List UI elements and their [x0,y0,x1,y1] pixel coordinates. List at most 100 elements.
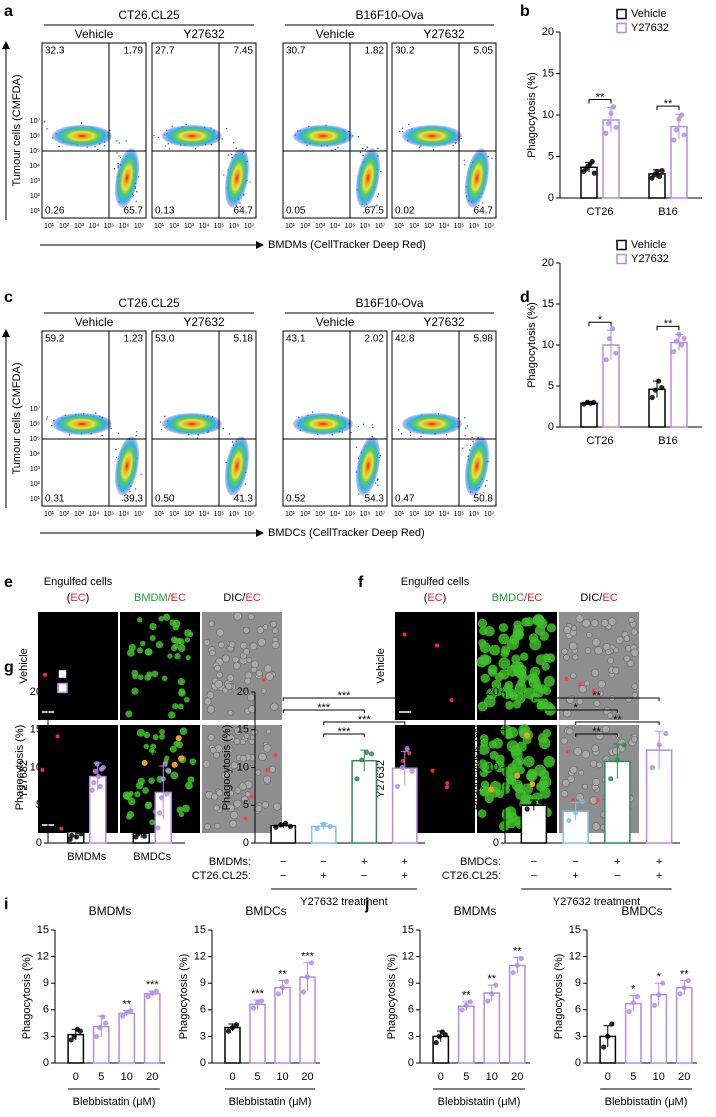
header-segment: DIC/ [580,592,603,604]
group-header: CT26.CL25 [118,296,180,310]
y-tick-label: 0 [43,1057,49,1069]
event-dot [51,424,53,427]
dic-cell [226,744,233,751]
cell [523,687,536,699]
data-point [467,999,473,1005]
data-point [608,776,614,782]
x-tick-label: 20 [146,1071,158,1083]
x-axis-label: BMDCs (CellTracker Deep Red) [268,527,425,539]
data-point [97,783,103,789]
data-point [605,1033,611,1039]
data-point [70,826,76,833]
significance-bracket [140,757,164,762]
x-tick-label: B16 [658,206,678,218]
event-dot [157,136,160,139]
significance-label: *** [338,690,352,702]
data-point [124,1009,130,1016]
row-label: CT26.CL25: [192,870,251,882]
cell [131,687,139,695]
data-point [68,1037,74,1043]
dic-cell [265,672,274,681]
quadrant-value: 64.7 [234,206,254,217]
cell [148,777,155,785]
event-dot [159,421,162,423]
dic-cell [262,624,269,630]
sign: + [361,856,367,868]
data-point [514,962,520,969]
row-label: BMDMs: [209,856,251,868]
cell [494,672,504,682]
cell [528,676,541,689]
cell [178,689,186,697]
sign: + [402,856,408,868]
x-axis-label: Blebbistatin (μM) [438,1096,521,1108]
bar [274,986,291,1064]
event-dot [239,206,241,208]
cell [511,654,521,664]
data-point [155,825,161,831]
data-point [78,831,84,837]
significance-label: ** [664,318,673,330]
dic-cell [631,691,638,699]
data-point [626,1008,632,1015]
row-label: Y27632 [375,760,387,798]
x-tick-label: 10² [409,511,420,518]
cell [143,743,149,750]
cell [173,740,180,747]
quadrant-value: 50.8 [474,494,494,505]
dic-cell [263,664,273,673]
y-axis-label: Phagocytosis (%) [553,954,565,1040]
merged-cell [141,759,148,766]
x-tick-label: 10³ [184,223,195,230]
event-dot [97,148,99,151]
cell [543,755,555,768]
event-dot [135,500,138,502]
event-dot [129,490,131,493]
cell [489,750,499,760]
cell [176,637,183,644]
dic-cell [600,619,609,627]
significance-bracket [575,721,660,725]
event-dot [483,492,485,494]
y-tick-label: 15 [542,298,554,310]
x-tick-label: 10⁷ [134,511,145,518]
header-segment: EC [245,592,260,604]
data-point [72,821,78,827]
sign: − [280,870,286,882]
dic-cell [566,727,574,735]
density-cloud [293,413,353,435]
x-tick-label: BMDMs [67,851,107,863]
panel-letter: e [4,574,13,591]
cell [498,633,510,645]
data-point [603,130,609,136]
event-dot [135,430,138,433]
dic-cell [563,626,572,634]
cell [125,710,133,718]
x-axis-label: Blebbistatin (μM) [229,1096,312,1108]
x-tick-label: 20 [511,1071,523,1083]
event-dot [103,145,106,147]
data-point [73,834,80,840]
cell [514,629,524,639]
event-dot [134,488,137,490]
cell [498,623,508,633]
significance-label: ** [592,726,601,738]
cell [500,648,510,658]
dic-cell [597,680,606,689]
engulfed-cell [578,682,583,687]
engulfed-cell [571,798,576,803]
dic-cell [590,668,600,678]
y-tick-label: 15 [542,67,554,79]
merged-cell [175,735,182,742]
data-point [95,773,102,780]
data-point [681,985,687,991]
dic-cell [229,819,238,828]
cell [539,631,550,641]
event-dot [362,154,364,157]
data-point [656,378,662,384]
panel-letter: g [4,659,14,676]
significance-label: ** [680,968,689,980]
x-tick-label: 10² [59,511,70,518]
data-point [579,798,585,805]
dic-cell [560,737,568,745]
